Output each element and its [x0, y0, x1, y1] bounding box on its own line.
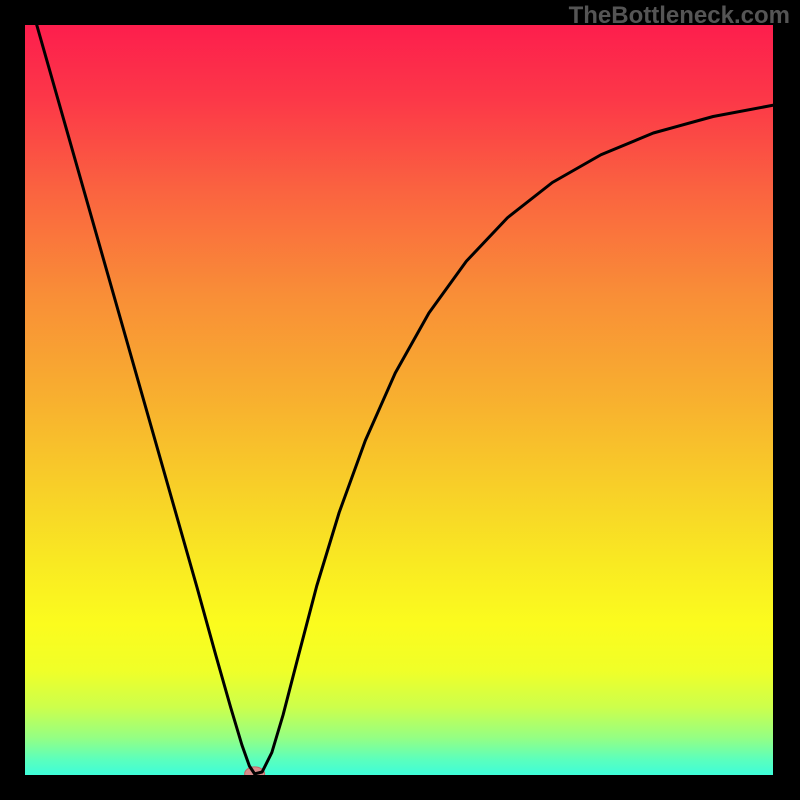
chart-container: TheBottleneck.com	[0, 0, 800, 800]
chart-svg	[25, 25, 773, 775]
watermark-text: TheBottleneck.com	[569, 2, 790, 30]
gradient-background	[25, 25, 773, 775]
plot-area	[25, 25, 773, 775]
